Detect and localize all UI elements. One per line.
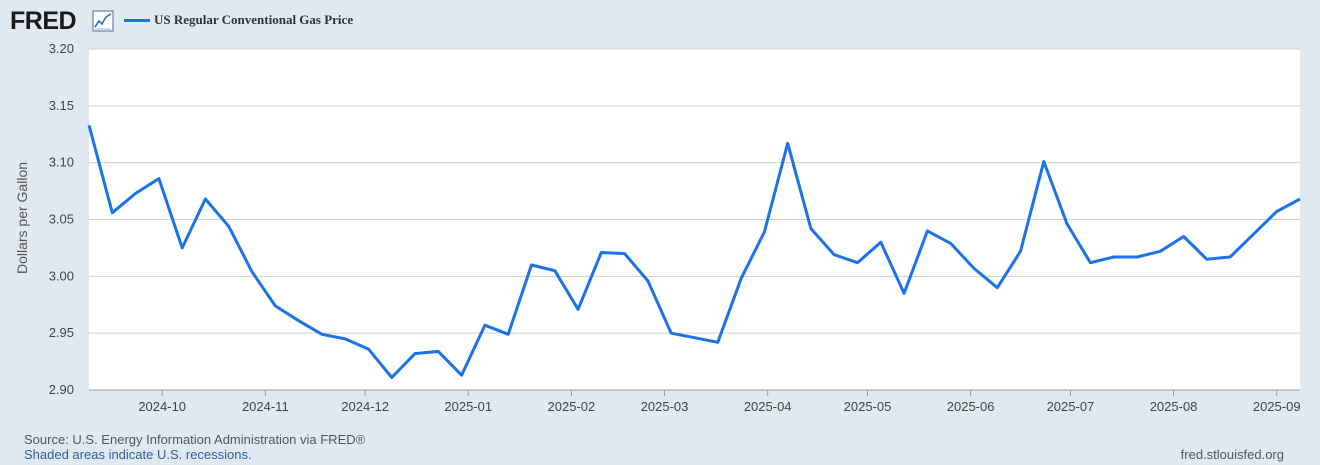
fred-logo[interactable]: FRED [10,7,77,35]
y-axis-ticks: 3.20 3.15 3.10 3.05 3.00 2.95 2.90 [49,41,74,397]
x-tick-label: 2024-10 [138,399,186,414]
y-tick-label: 3.05 [49,212,74,227]
data-point[interactable] [341,335,349,343]
data-point[interactable] [318,330,326,338]
x-tick-label: 2025-02 [548,399,596,414]
data-point[interactable] [877,238,885,246]
x-tick-label: 2024-11 [242,399,289,414]
x-tick-label: 2025-09 [1253,399,1301,414]
data-point[interactable] [1226,253,1234,261]
gridlines [89,48,1300,391]
data-point[interactable] [1296,195,1304,203]
data-point[interactable] [434,347,442,355]
y-tick-label: 3.15 [49,98,74,113]
data-point[interactable] [900,289,908,297]
legend-label: US Regular Conventional Gas Price [154,12,354,27]
data-point[interactable] [1063,220,1071,228]
data-point[interactable] [947,239,955,247]
x-tick-label: 2025-06 [947,399,995,414]
data-point[interactable] [201,195,209,203]
x-tick-label: 2024-12 [341,399,389,414]
data-point[interactable] [807,225,815,233]
data-point[interactable] [923,227,931,235]
data-point[interactable] [132,189,140,197]
data-point[interactable] [1017,247,1025,255]
data-point[interactable] [691,334,699,342]
data-point[interactable] [621,250,629,258]
data-point[interactable] [970,264,978,272]
data-point[interactable] [644,277,652,285]
data-point[interactable] [504,330,512,338]
data-point[interactable] [225,222,233,230]
data-point[interactable] [574,305,582,313]
data-point[interactable] [1273,208,1281,216]
data-point[interactable] [1156,247,1164,255]
x-tick-label: 2025-07 [1047,399,1095,414]
data-point[interactable] [388,373,396,381]
data-point[interactable] [411,350,419,358]
data-point[interactable] [760,228,768,236]
data-point[interactable] [108,209,116,217]
data-point[interactable] [1110,253,1118,261]
data-point[interactable] [993,284,1001,292]
data-point[interactable] [248,268,256,276]
data-point[interactable] [458,371,466,379]
series-line-0[interactable] [87,124,1301,379]
data-point[interactable] [597,248,605,256]
x-tick-label: 2025-01 [444,399,492,414]
x-tick-label: 2025-05 [844,399,892,414]
data-point[interactable] [1086,259,1094,267]
data-point[interactable] [714,338,722,346]
data-point[interactable] [178,244,186,252]
data-point[interactable] [364,345,372,353]
legend[interactable]: US Regular Conventional Gas Price [124,12,353,28]
series-layer [85,121,1304,381]
data-point[interactable] [1249,230,1257,238]
source-text: Source: U.S. Energy Information Administ… [24,432,366,447]
data-point[interactable] [295,317,303,325]
x-axis-ticks: 2024-10 2024-11 2024-12 2025-01 2025-02 2025-… [138,390,1301,414]
x-tick-label: 2025-04 [744,399,792,414]
y-tick-label: 3.10 [49,155,74,170]
legend-swatch [124,18,150,22]
chart-line-icon [92,10,114,32]
data-point[interactable] [854,259,862,267]
x-tick-label: 2025-08 [1150,399,1198,414]
site-url-link[interactable]: fred.stlouisfed.org [1180,447,1284,462]
y-tick-label: 2.90 [49,382,74,397]
recession-note-link[interactable]: Shaded areas indicate U.S. recessions. [24,447,252,462]
data-point[interactable] [155,175,163,183]
data-point[interactable] [481,321,489,329]
data-point[interactable] [830,251,838,259]
data-point[interactable] [784,139,792,147]
y-axis-label: Dollars per Gallon [14,161,30,275]
data-point[interactable] [1133,253,1141,261]
y-tick-label: 3.00 [49,268,74,283]
data-point[interactable] [667,329,675,337]
data-point[interactable] [1180,233,1188,241]
data-point[interactable] [85,121,93,129]
data-point[interactable] [527,261,535,269]
data-point[interactable] [737,275,745,283]
data-point[interactable] [1040,158,1048,166]
data-point[interactable] [271,302,279,310]
y-tick-label: 2.95 [49,325,74,340]
data-point[interactable] [551,267,559,275]
data-point[interactable] [1203,255,1211,263]
y-tick-label: 3.20 [49,41,74,56]
x-tick-label: 2025-03 [641,399,689,414]
